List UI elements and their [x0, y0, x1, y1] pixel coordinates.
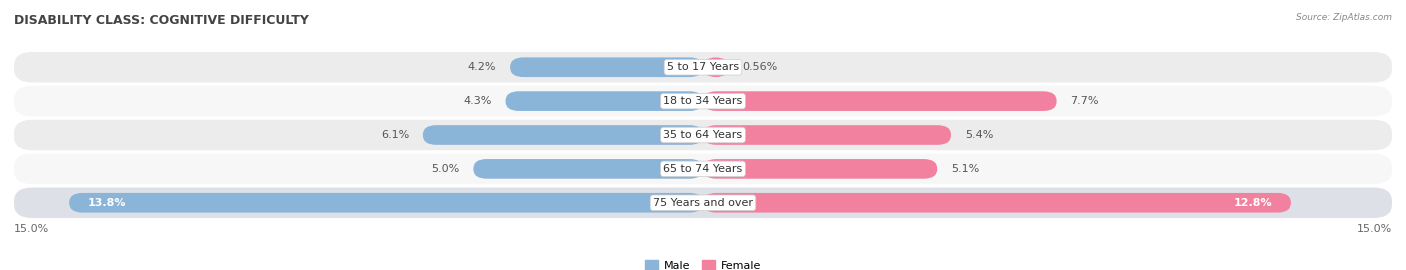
FancyBboxPatch shape	[506, 91, 703, 111]
FancyBboxPatch shape	[14, 86, 1392, 116]
FancyBboxPatch shape	[703, 125, 950, 145]
Text: 13.8%: 13.8%	[87, 198, 127, 208]
Text: 5.4%: 5.4%	[965, 130, 993, 140]
Text: 5.0%: 5.0%	[432, 164, 460, 174]
Legend: Male, Female: Male, Female	[645, 260, 761, 270]
Text: 12.8%: 12.8%	[1234, 198, 1272, 208]
Text: 15.0%: 15.0%	[1357, 224, 1392, 234]
FancyBboxPatch shape	[703, 91, 1057, 111]
FancyBboxPatch shape	[14, 188, 1392, 218]
Text: 6.1%: 6.1%	[381, 130, 409, 140]
FancyBboxPatch shape	[14, 120, 1392, 150]
Text: 7.7%: 7.7%	[1070, 96, 1099, 106]
Text: 15.0%: 15.0%	[14, 224, 49, 234]
FancyBboxPatch shape	[703, 193, 1291, 212]
Text: 65 to 74 Years: 65 to 74 Years	[664, 164, 742, 174]
FancyBboxPatch shape	[703, 58, 728, 77]
Text: 4.3%: 4.3%	[464, 96, 492, 106]
FancyBboxPatch shape	[423, 125, 703, 145]
FancyBboxPatch shape	[69, 193, 703, 212]
Text: 75 Years and over: 75 Years and over	[652, 198, 754, 208]
FancyBboxPatch shape	[703, 159, 938, 179]
FancyBboxPatch shape	[14, 154, 1392, 184]
Text: 18 to 34 Years: 18 to 34 Years	[664, 96, 742, 106]
FancyBboxPatch shape	[14, 52, 1392, 82]
Text: DISABILITY CLASS: COGNITIVE DIFFICULTY: DISABILITY CLASS: COGNITIVE DIFFICULTY	[14, 14, 309, 26]
Text: 5 to 17 Years: 5 to 17 Years	[666, 62, 740, 72]
FancyBboxPatch shape	[474, 159, 703, 179]
Text: 4.2%: 4.2%	[468, 62, 496, 72]
Text: Source: ZipAtlas.com: Source: ZipAtlas.com	[1296, 14, 1392, 22]
FancyBboxPatch shape	[510, 58, 703, 77]
Text: 0.56%: 0.56%	[742, 62, 778, 72]
Text: 5.1%: 5.1%	[950, 164, 979, 174]
Text: 35 to 64 Years: 35 to 64 Years	[664, 130, 742, 140]
